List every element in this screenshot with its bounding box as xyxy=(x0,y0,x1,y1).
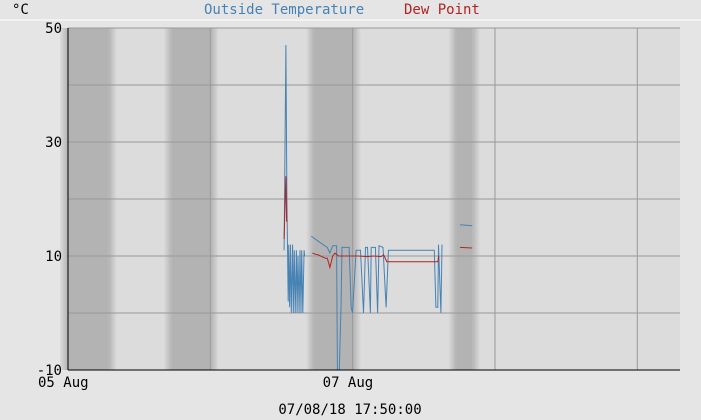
series-outside-temperature xyxy=(460,224,473,227)
series-dew-point xyxy=(283,176,288,239)
y-tick-label: 30 xyxy=(45,135,62,151)
y-tick-label: -10 xyxy=(37,363,62,379)
legend-outside-temperature: Outside Temperature xyxy=(204,2,364,18)
x-axis-timestamp: 07/08/18 17:50:00 xyxy=(278,402,421,418)
x-tick-label: 05 Aug xyxy=(38,375,89,391)
y-tick-label: 50 xyxy=(45,21,62,37)
y-unit-label: °C xyxy=(12,2,29,18)
y-tick-label: 10 xyxy=(45,249,62,265)
series-dew-point xyxy=(312,252,440,270)
legend-dew-point: Dew Point xyxy=(404,2,480,18)
x-tick-label: 07 Aug xyxy=(323,375,374,391)
series-outside-temperature xyxy=(283,45,306,314)
series-layer xyxy=(283,45,473,371)
axes: -10 10 30 50 05 Aug 07 Aug xyxy=(37,21,680,391)
series-outside-temperature xyxy=(310,235,443,371)
series-dew-point xyxy=(460,246,473,249)
band-fade xyxy=(60,28,68,370)
header-bar xyxy=(0,0,701,20)
